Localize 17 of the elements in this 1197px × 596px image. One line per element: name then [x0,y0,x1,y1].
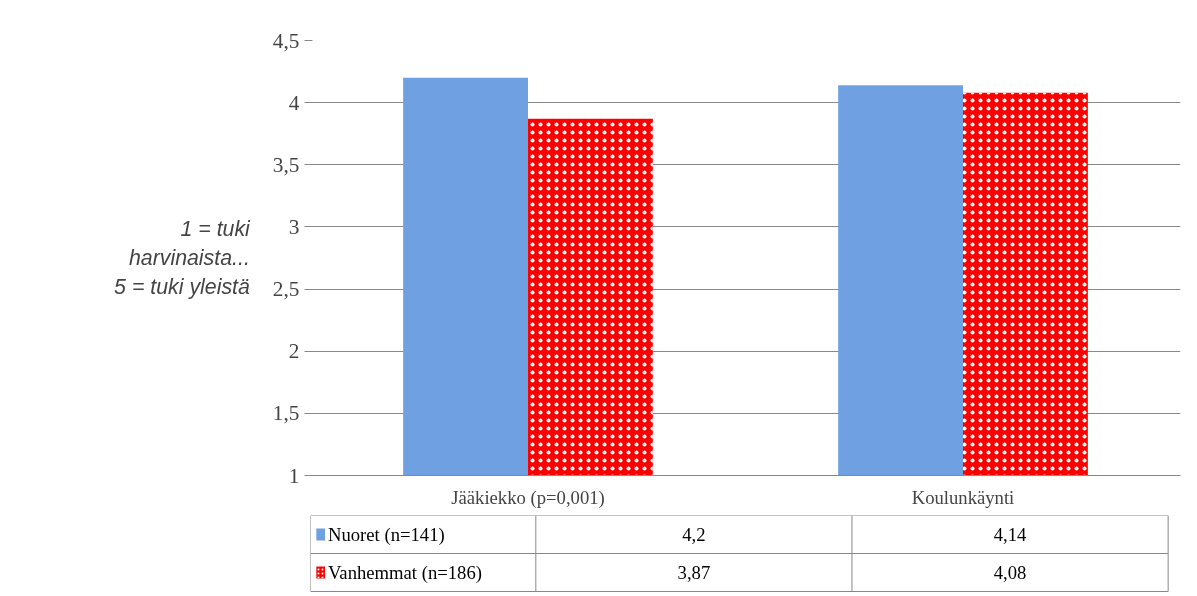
data-label: 4,2 [682,524,706,545]
data-label: 3,87 [677,562,711,583]
y-tick-label: 4,5 [272,28,300,53]
x-tick-label: Jääkiekko (p=0,001) [451,486,605,509]
data-label: 4,08 [993,562,1027,583]
y-tick-label: 3,5 [272,152,300,177]
y-tick-label: 2 [288,339,300,364]
y-tick-label: 1 [288,463,300,488]
y-tick-label: 1,5 [272,401,300,426]
legend-label: Vanhemmat (n=186) [327,562,482,584]
y-tick-label: 2,5 [272,277,300,302]
x-tick-label: Koulunkäynti [911,486,1015,508]
legend-label: Nuoret (n=141) [327,524,445,546]
data-label: 4,14 [993,524,1028,545]
y-tick-label: 4 [288,90,300,115]
y-tick-label: 3 [288,214,300,239]
y-axis-title: 1 = tuki harvinaista... 5 = tuki yleistä [114,217,252,299]
